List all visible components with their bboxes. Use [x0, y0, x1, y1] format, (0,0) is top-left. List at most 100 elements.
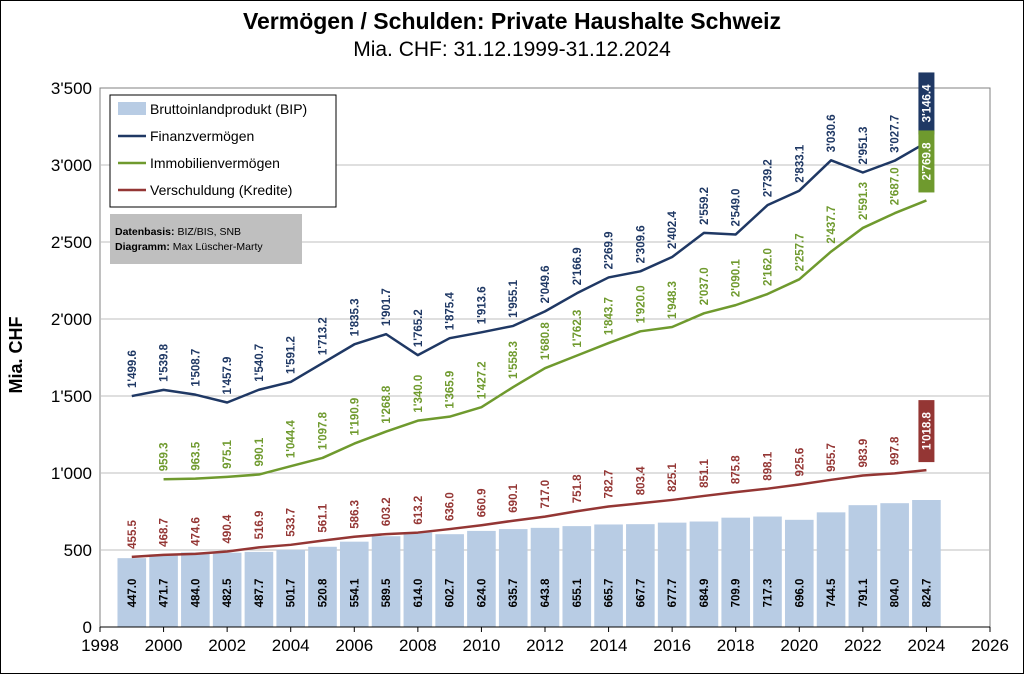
y-tick-label: 3'000	[51, 156, 92, 175]
end-value-box-immobilien	[918, 130, 935, 193]
y-tick-label: 1'000	[51, 464, 92, 483]
data-label-verschuldung: 983.9	[858, 439, 870, 468]
data-label-immobilien: 2'769.8	[921, 142, 933, 181]
bar-bip	[657, 522, 687, 627]
data-label-immobilien: 1'365.9	[445, 371, 457, 409]
data-label-bip: 684.9	[699, 579, 711, 608]
bar-bip	[848, 505, 878, 627]
legend-label-verschuldung: Verschuldung (Kredite)	[150, 182, 292, 198]
data-label-verschuldung: 955.7	[826, 443, 838, 472]
data-label-immobilien: 2'257.7	[794, 233, 806, 271]
data-label-finanz: 1'591.2	[286, 336, 298, 374]
data-label-immobilien: 1'843.7	[604, 297, 616, 335]
y-tick-label: 0	[83, 618, 92, 637]
data-label-immobilien: 1'680.8	[540, 322, 552, 361]
bar-bip	[816, 512, 846, 627]
svg-text:Diagramm: Max Lüscher-Marty: Diagramm: Max Lüscher-Marty	[115, 241, 263, 253]
source-line2-label: Diagramm:	[115, 241, 170, 253]
series-lines	[131, 141, 928, 559]
data-label-finanz: 2'559.2	[699, 187, 711, 225]
data-label-bip: 554.1	[349, 578, 361, 607]
x-tick-label: 2008	[399, 636, 437, 655]
bar-bip	[880, 503, 909, 627]
data-label-verschuldung: 490.4	[222, 514, 234, 543]
x-tick-label: 2010	[463, 636, 501, 655]
data-label-finanz: 1'835.3	[349, 298, 361, 336]
data-label-immobilien: 1'920.0	[635, 285, 647, 323]
data-label-immobilien: 2'687.0	[890, 167, 902, 205]
data-label-verschuldung: 751.8	[572, 474, 584, 503]
data-label-verschuldung: 782.7	[604, 470, 616, 499]
line-finanz	[131, 141, 928, 404]
data-label-immobilien: 2'437.7	[826, 206, 838, 244]
data-label-immobilien: 1'762.3	[572, 310, 584, 348]
data-label-finanz: 2'739.2	[763, 159, 775, 197]
data-label-immobilien: 1'427.2	[476, 361, 488, 399]
bar-bip	[117, 558, 147, 627]
data-label-immobilien: 1'558.3	[508, 341, 520, 379]
data-label-immobilien: 990.1	[254, 437, 266, 466]
source-line1-value: BIZ/BIS, SNB	[177, 226, 241, 238]
x-tick-label: 2000	[145, 636, 183, 655]
bar-bip	[721, 517, 751, 627]
y-tick-label: 1'500	[51, 387, 92, 406]
data-label-immobilien: 1'948.3	[667, 281, 679, 319]
data-label-finanz: 1'955.1	[508, 279, 520, 318]
data-label-verschuldung: 803.4	[635, 466, 647, 495]
data-label-finanz: 3'146.4	[921, 84, 933, 123]
y-tick-label: 2'000	[51, 310, 92, 329]
data-label-immobilien: 1'340.0	[413, 375, 425, 413]
source-box: Datenbasis: BIZ/BIS, SNB Diagramm: Max L…	[110, 214, 302, 264]
data-label-finanz: 1'901.7	[381, 288, 393, 326]
data-label-bip: 696.0	[794, 579, 806, 608]
y-tick-label: 3'500	[51, 79, 92, 98]
bar-bip	[753, 516, 782, 627]
bar-bip	[562, 526, 592, 627]
data-label-bip: 624.0	[476, 579, 488, 608]
data-label-immobilien: 2'162.0	[763, 248, 775, 286]
x-tick-label: 2004	[272, 636, 310, 655]
data-label-immobilien: 1'097.8	[318, 411, 330, 450]
bar-bip	[435, 534, 464, 627]
data-label-verschuldung: 898.1	[763, 451, 775, 480]
data-label-immobilien: 963.5	[190, 441, 202, 470]
bar-bip	[498, 529, 528, 627]
data-label-finanz: 2'269.9	[604, 232, 616, 270]
data-label-finanz: 1'540.7	[254, 344, 266, 382]
data-label-verschuldung: 468.7	[159, 518, 171, 547]
data-label-verschuldung: 875.8	[731, 455, 743, 484]
data-label-bip: 791.1	[858, 578, 870, 607]
legend-label-bip: Bruttoinlandprodukt (BIP)	[150, 101, 307, 117]
bar-bip	[594, 524, 623, 627]
data-label-finanz: 1'539.8	[159, 343, 171, 382]
data-label-immobilien: 975.1	[222, 439, 234, 468]
data-label-bip: 602.7	[445, 579, 457, 608]
data-label-verschuldung: 455.5	[127, 519, 139, 548]
data-label-finanz: 2'951.3	[858, 127, 870, 165]
data-label-finanz: 2'402.4	[667, 211, 679, 250]
axes: 0 500 1'000 1'500 2'000 2'500 3'000 3'500 1998 20…	[51, 79, 1009, 655]
data-label-bip: 520.8	[318, 578, 330, 607]
data-label-finanz: 2'049.6	[540, 265, 552, 303]
bar-bip	[403, 532, 433, 627]
bar-bip	[784, 519, 814, 627]
x-tick-label: 2022	[844, 636, 882, 655]
x-tick-label: 2024	[908, 636, 946, 655]
data-label-bip: 667.7	[635, 579, 647, 608]
data-label-bip: 589.5	[381, 578, 393, 607]
bar-bip	[149, 554, 178, 627]
bar-bip	[212, 552, 242, 627]
data-label-verschuldung: 636.0	[445, 492, 457, 521]
y-tick-label: 500	[64, 541, 92, 560]
data-label-finanz: 1'457.9	[222, 357, 234, 395]
data-label-verschuldung: 1'018.8	[921, 412, 933, 451]
bar-bip	[371, 536, 401, 627]
data-label-verschuldung: 851.1	[699, 459, 711, 488]
x-tick-label: 2020	[780, 636, 818, 655]
data-label-finanz: 1'875.4	[445, 292, 457, 331]
data-label-finanz: 3'027.7	[890, 115, 902, 153]
end-value-box-verschuldung	[918, 400, 935, 463]
line-immobilien	[163, 199, 927, 481]
data-label-bip: 487.7	[254, 579, 266, 608]
